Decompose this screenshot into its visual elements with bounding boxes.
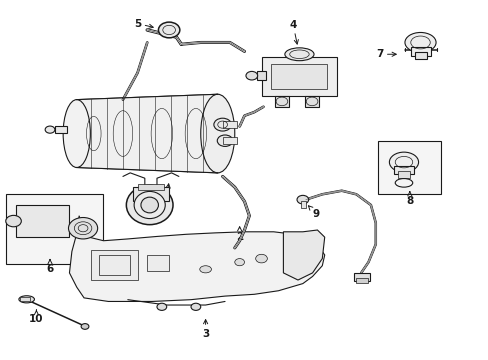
Bar <box>99 255 130 275</box>
Polygon shape <box>77 94 217 173</box>
Text: 5: 5 <box>134 18 153 28</box>
Bar <box>147 255 169 271</box>
Ellipse shape <box>285 48 313 61</box>
Ellipse shape <box>126 185 173 225</box>
Text: 1: 1 <box>163 184 170 204</box>
Bar <box>222 121 237 128</box>
Ellipse shape <box>141 197 158 213</box>
Bar <box>16 205 69 237</box>
Bar <box>20 297 30 301</box>
Text: 3: 3 <box>202 320 209 339</box>
Text: 4: 4 <box>289 19 298 44</box>
Text: 2: 2 <box>236 227 243 242</box>
Text: 7: 7 <box>375 49 395 59</box>
Ellipse shape <box>191 303 201 310</box>
Ellipse shape <box>255 254 267 263</box>
Bar <box>256 71 266 80</box>
Ellipse shape <box>200 266 211 273</box>
Ellipse shape <box>134 192 165 219</box>
Polygon shape <box>69 216 324 301</box>
Ellipse shape <box>245 71 257 80</box>
Bar <box>55 126 67 133</box>
Ellipse shape <box>81 324 89 329</box>
Bar <box>132 187 169 202</box>
Bar <box>410 47 430 56</box>
Bar <box>356 278 367 283</box>
Ellipse shape <box>19 296 34 303</box>
Bar <box>271 64 326 89</box>
Ellipse shape <box>45 126 55 133</box>
Ellipse shape <box>234 258 244 266</box>
Ellipse shape <box>217 135 232 147</box>
Bar <box>397 171 409 178</box>
Bar <box>91 249 137 280</box>
Polygon shape <box>283 230 324 280</box>
Bar <box>354 273 369 281</box>
Ellipse shape <box>68 217 98 239</box>
Ellipse shape <box>63 100 90 167</box>
Ellipse shape <box>213 118 231 131</box>
Bar <box>305 96 318 107</box>
Ellipse shape <box>404 32 435 53</box>
Ellipse shape <box>296 195 308 204</box>
Text: 8: 8 <box>406 192 412 206</box>
Text: 6: 6 <box>46 260 54 274</box>
Text: 10: 10 <box>29 310 43 324</box>
Bar <box>300 202 305 208</box>
Bar <box>414 53 427 59</box>
Ellipse shape <box>201 94 234 173</box>
Bar <box>274 96 288 107</box>
Ellipse shape <box>6 215 21 227</box>
Bar <box>222 137 237 144</box>
Text: 9: 9 <box>308 206 319 219</box>
Bar <box>393 166 413 174</box>
Ellipse shape <box>158 22 180 38</box>
Ellipse shape <box>157 303 166 310</box>
Bar <box>6 194 103 264</box>
Bar <box>377 141 441 194</box>
Bar <box>261 57 336 96</box>
Ellipse shape <box>388 152 418 172</box>
Bar <box>137 184 164 190</box>
